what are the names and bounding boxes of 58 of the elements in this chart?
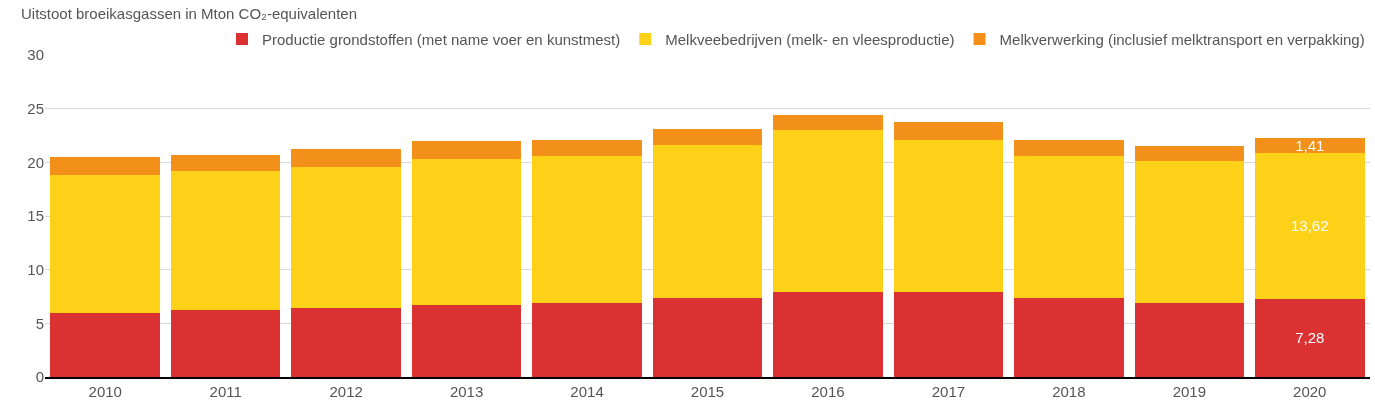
x-tick-label: 2010 xyxy=(88,383,122,400)
bar xyxy=(1014,155,1124,298)
data-label: 13,62 xyxy=(1291,217,1329,235)
bar xyxy=(652,145,763,298)
x-tick-label: 2012 xyxy=(329,383,363,400)
bar xyxy=(1134,161,1245,303)
bar xyxy=(532,155,642,303)
x-tick-label: 2014 xyxy=(570,383,604,400)
y-tick-label: 5 xyxy=(35,314,44,332)
y-tick-label: 30 xyxy=(27,46,44,64)
bar xyxy=(893,292,1004,377)
x-tick-label: 2011 xyxy=(209,383,242,400)
bar xyxy=(1254,298,1365,377)
bar xyxy=(1134,146,1245,162)
y-tick-label: 0 xyxy=(35,368,44,386)
legend-label: Productie grondstoffen (met name voer en kunstmest) xyxy=(262,30,621,48)
y-tick-label: 25 xyxy=(27,99,44,117)
bar xyxy=(411,140,522,160)
x-tick-label: 2018 xyxy=(1052,383,1086,400)
bar xyxy=(773,130,883,293)
y-tick-label: 15 xyxy=(27,207,44,225)
bar xyxy=(1014,139,1124,156)
bar xyxy=(773,292,883,377)
x-tick-label: 2017 xyxy=(931,383,966,400)
y-axis-title: Uitstoot broeikasgassen in Mton CO₂-equivalenten xyxy=(21,5,357,22)
bar xyxy=(1254,137,1365,153)
legend-label: Melkverwerking (inclusief melktransport en verpakking) xyxy=(999,30,1365,48)
bar xyxy=(291,166,401,309)
y-tick-label: 20 xyxy=(27,153,44,171)
bar xyxy=(1254,152,1365,299)
bar xyxy=(291,149,401,167)
data-label: 1,41 xyxy=(1295,136,1325,154)
bar xyxy=(170,170,281,311)
bar xyxy=(411,305,522,377)
bar xyxy=(652,129,763,146)
bar xyxy=(50,156,161,176)
x-tick-label: 2013 xyxy=(449,383,484,400)
bar xyxy=(50,175,161,313)
x-tick-label: 2019 xyxy=(1172,383,1207,400)
bar xyxy=(170,154,281,171)
bar xyxy=(1014,297,1124,377)
bar xyxy=(170,310,281,377)
x-tick-label: 2016 xyxy=(811,383,845,400)
bar xyxy=(893,139,1004,293)
bar xyxy=(291,308,401,377)
bar xyxy=(411,159,522,306)
bar xyxy=(532,302,642,377)
x-tick-label: 2020 xyxy=(1293,383,1327,400)
legend-label: Melkveebedrijven (melk- en vleesproductie) xyxy=(665,30,955,48)
bar xyxy=(773,115,883,131)
bar xyxy=(1134,302,1245,377)
y-tick-label: 10 xyxy=(27,260,44,278)
bar xyxy=(532,139,642,156)
bar xyxy=(652,297,763,377)
bar xyxy=(893,121,1004,140)
data-label: 7,28 xyxy=(1295,329,1325,347)
x-tick-label: 2015 xyxy=(690,383,725,400)
bar xyxy=(50,312,161,377)
